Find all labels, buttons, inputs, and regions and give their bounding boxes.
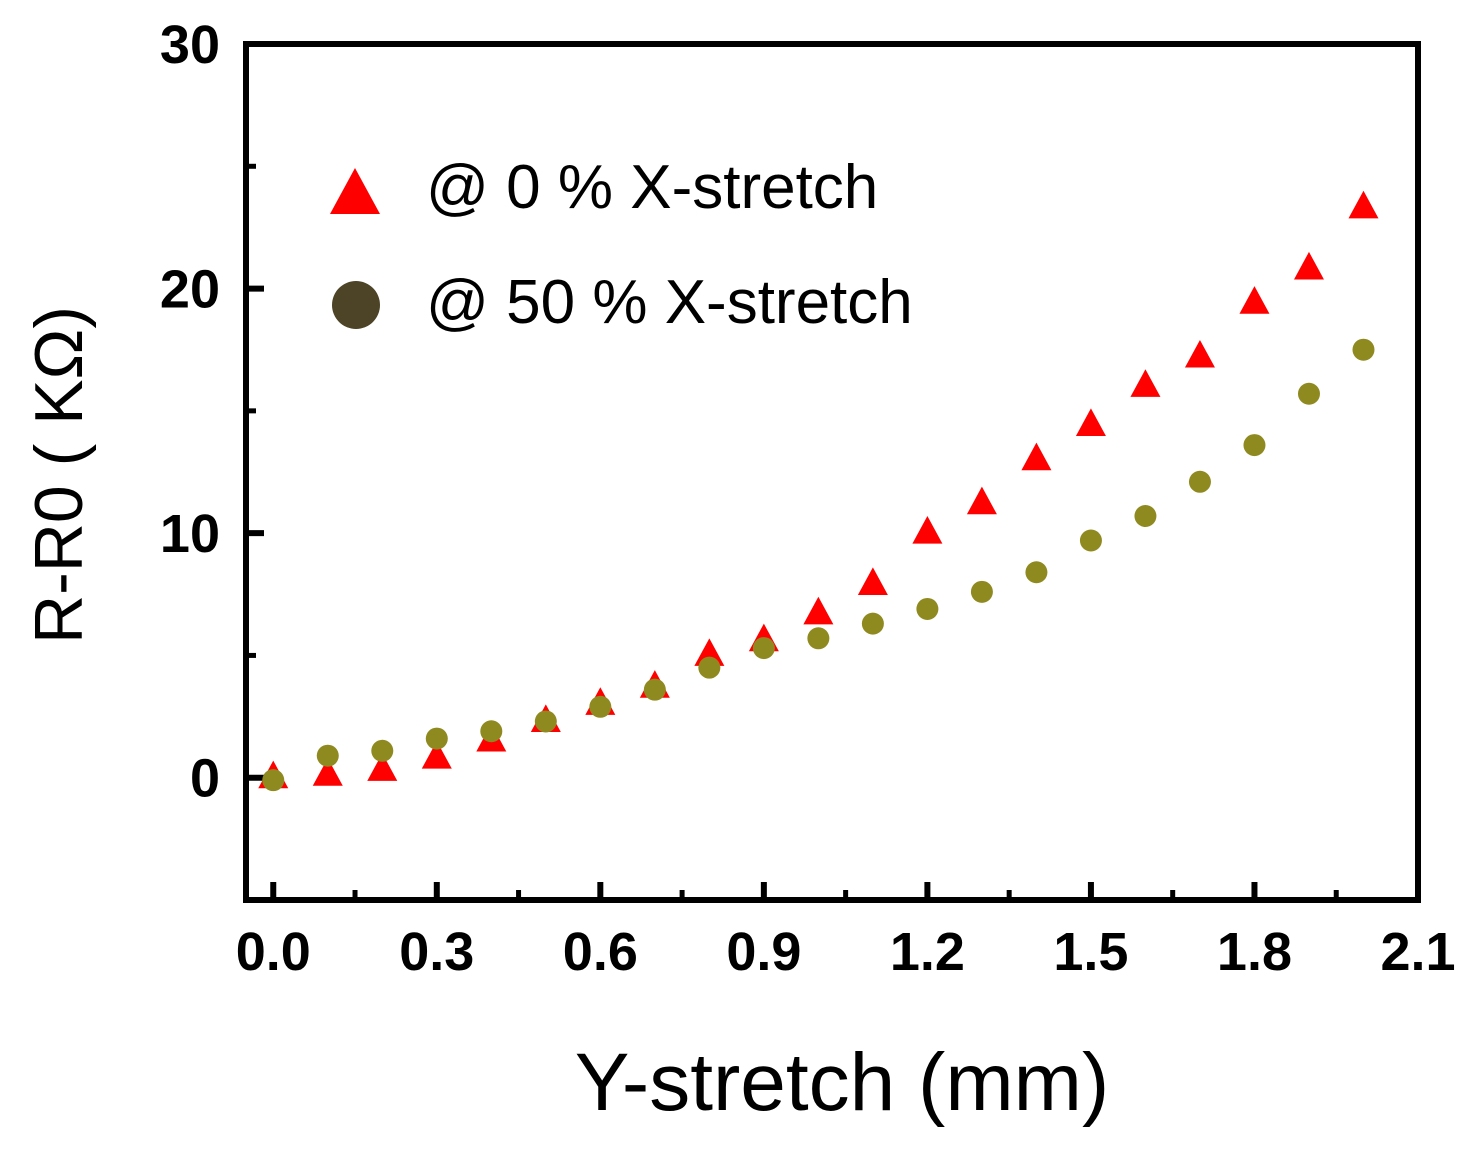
series-0-point — [1130, 369, 1161, 397]
series-0-point — [1021, 442, 1052, 471]
x-tick-label: 2.1 — [1380, 922, 1455, 982]
x-axis-title: Y-stretch (mm) — [575, 1037, 1110, 1128]
series-1-point — [1134, 505, 1157, 528]
series-1-point — [643, 678, 666, 701]
legend-label-1: @ 50 % X-stretch — [426, 268, 913, 337]
x-tick-label: 1.5 — [1053, 922, 1128, 982]
series-0-point — [1348, 190, 1379, 219]
y-tick-label: 20 — [160, 260, 220, 320]
series-0-point — [1075, 408, 1106, 437]
series-0-point — [912, 516, 943, 544]
x-tick-label: 0.3 — [399, 922, 474, 982]
x-axis-tick-labels: 0.0 0.3 0.6 0.9 1.2 1.5 1.8 2.1 — [236, 922, 1456, 982]
x-tick-label: 0.9 — [726, 922, 801, 982]
series-1-point — [262, 769, 285, 792]
legend-circle-marker — [332, 281, 380, 329]
series-0-point — [1239, 286, 1270, 314]
x-axis-ticks — [270, 882, 1421, 900]
series-0-point — [367, 753, 398, 781]
series-1-point — [752, 637, 775, 660]
x-tick-label: 1.8 — [1217, 922, 1292, 982]
y-tick-label: 0 — [190, 749, 220, 809]
series-0-point — [312, 758, 343, 786]
series-1-point — [1352, 338, 1375, 361]
series-0-point — [1184, 339, 1215, 368]
series-1-point — [1243, 434, 1266, 457]
series-0-point — [803, 596, 834, 625]
series-1-point — [425, 727, 448, 750]
legend-label-0: @ 0 % X-stretch — [426, 153, 878, 222]
series-0-point — [1293, 251, 1324, 280]
y-axis-ticks — [246, 41, 264, 781]
legend: @ 0 % X-stretch @ 50 % X-stretch — [330, 153, 913, 337]
y-tick-label: 10 — [160, 504, 220, 564]
series-1-points — [262, 338, 1375, 792]
series-1-point — [861, 612, 884, 635]
x-tick-label: 1.2 — [890, 922, 965, 982]
series-1-point — [970, 580, 993, 603]
series-1-point — [371, 739, 394, 762]
series-1-point — [316, 744, 339, 767]
y-tick-label: 30 — [160, 15, 220, 75]
plot-frame — [243, 41, 1421, 903]
series-1-point — [534, 710, 557, 733]
series-0-point — [966, 486, 997, 515]
series-0-point — [694, 638, 725, 666]
x-tick-label: 0.6 — [563, 922, 638, 982]
legend-triangle-marker — [330, 168, 380, 214]
series-1-point — [698, 656, 721, 679]
y-axis-title: R-R0 ( KΩ) — [21, 306, 97, 644]
series-1-point — [589, 695, 612, 718]
y-axis-tick-labels: 0 10 20 30 — [160, 15, 220, 809]
series-0-point — [857, 567, 888, 595]
series-1-point — [1079, 529, 1102, 552]
series-0-point — [421, 741, 452, 769]
x-tick-label: 0.0 — [236, 922, 311, 982]
series-1-point — [1188, 470, 1211, 493]
series-1-point — [1025, 561, 1048, 584]
series-1-point — [1297, 382, 1320, 405]
series-1-point — [916, 597, 939, 620]
series-1-point — [480, 720, 503, 743]
series-1-point — [807, 627, 830, 650]
plot-area: 0.0 0.3 0.6 0.9 1.2 1.5 1.8 2.1 0 10 20 30 — [160, 15, 1456, 982]
